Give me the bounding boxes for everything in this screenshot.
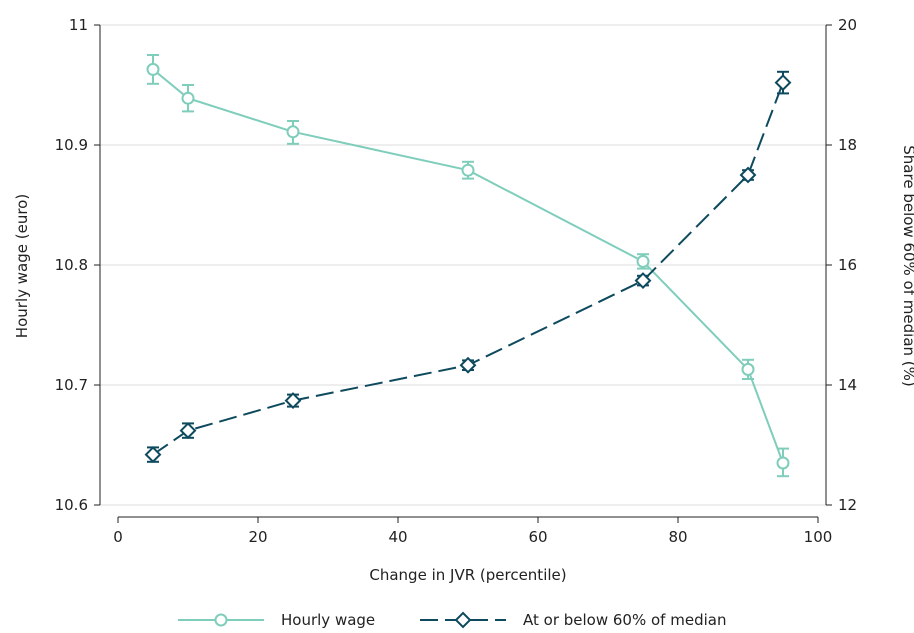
series-layer: [144, 54, 792, 478]
grid-lines: [100, 24, 826, 506]
point-hourly-wage-6: [776, 456, 790, 470]
point-at-or-below-2: [284, 392, 302, 410]
point-at-or-below-4: [634, 272, 652, 290]
point-hourly-wage-1: [181, 91, 195, 105]
point-hourly-wage-2: [286, 125, 300, 139]
y-left-tick-label-2: 10.8: [55, 256, 88, 274]
legend-item-hourly-wage: Hourly wage: [178, 611, 375, 629]
point-hourly-wage-4: [636, 254, 650, 268]
legend-label-at-or-below: At or below 60% of median: [523, 611, 726, 629]
y-left-tick-label-3: 10.9: [55, 136, 88, 154]
y-left-tick-label-0: 10.6: [55, 496, 88, 514]
y-right-tick-label-2: 16: [838, 256, 857, 274]
x-tick-label-3: 60: [528, 528, 547, 546]
point-at-or-below-3: [459, 356, 477, 374]
x-tick-label-2: 40: [388, 528, 407, 546]
plot-frame: [100, 10, 826, 517]
point-at-or-below-1: [179, 422, 197, 440]
point-at-or-below-0: [144, 446, 162, 464]
legend: Hourly wage At or below 60% of median: [178, 611, 726, 629]
y-axis-right-title: Share below 60% of median (%): [900, 145, 914, 386]
legend-label-hourly-wage: Hourly wage: [281, 611, 375, 629]
axes: 10.6 10.7 10.8 10.9 11 12 14 16 18 20 0 20 40 60 80 100: [55, 16, 858, 546]
legend-item-at-or-below: At or below 60% of median: [420, 611, 726, 629]
series-at-or-below: [144, 70, 792, 464]
y-left-tick-label-4: 11: [69, 16, 88, 34]
y-right-tick-label-0: 12: [838, 496, 857, 514]
y-right-tick-label-4: 20: [838, 16, 857, 34]
legend-marker-hourly-wage: [214, 613, 228, 627]
point-hourly-wage-0: [146, 62, 160, 76]
y-axis-left-title: Hourly wage (euro): [13, 194, 31, 338]
x-tick-label-0: 0: [113, 528, 123, 546]
x-tick-label-1: 20: [248, 528, 267, 546]
x-tick-label-4: 80: [668, 528, 687, 546]
y-right-tick-label-3: 18: [838, 136, 857, 154]
y-left-tick-label-1: 10.7: [55, 376, 88, 394]
point-at-or-below-5: [739, 166, 757, 184]
legend-marker-at-or-below: [454, 611, 472, 629]
series-line-hourly-wage: [152, 68, 784, 464]
series-hourly-wage: [146, 54, 790, 478]
y-right-tick-label-1: 14: [838, 376, 857, 394]
series-line-at-or-below: [152, 82, 784, 456]
x-tick-label-5: 100: [804, 528, 833, 546]
point-hourly-wage-3: [461, 163, 475, 177]
point-at-or-below-6: [774, 74, 792, 92]
x-axis-title: Change in JVR (percentile): [369, 566, 566, 584]
point-hourly-wage-5: [741, 362, 755, 376]
